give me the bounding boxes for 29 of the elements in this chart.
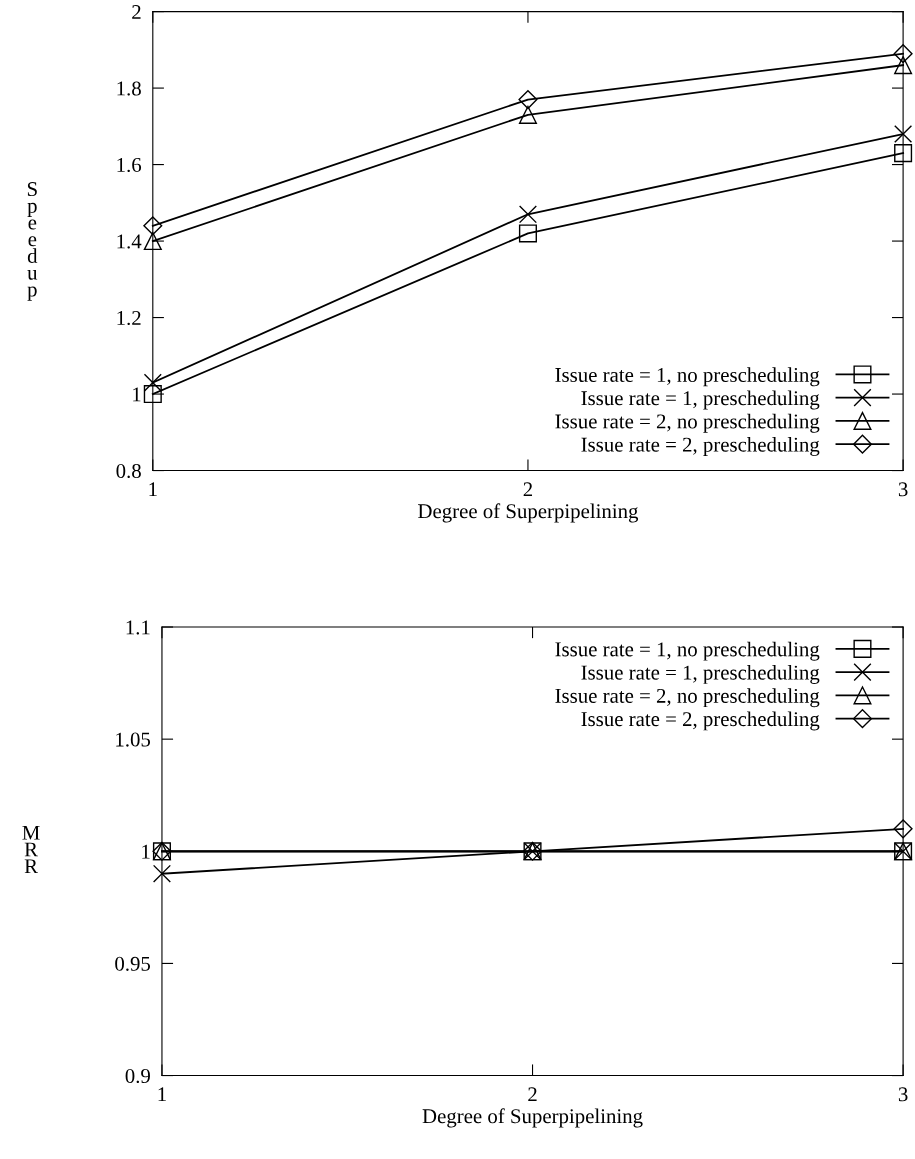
legend-label: Issue rate = 1, prescheduling bbox=[581, 390, 820, 410]
legend-label: Issue rate = 2, no prescheduling bbox=[555, 688, 820, 708]
y-tick-label: 1.6 bbox=[117, 158, 142, 173]
y-tick-label: 1 bbox=[133, 387, 141, 402]
x-tick-label: 3 bbox=[898, 482, 908, 497]
x-tick-label: 3 bbox=[898, 1087, 908, 1102]
x-tick-label: 1 bbox=[158, 1087, 166, 1102]
x-axis-title: Degree of Superpipelining bbox=[422, 1108, 643, 1128]
y-tick-label: 1.4 bbox=[117, 234, 142, 249]
legend-label: Issue rate = 1, prescheduling bbox=[581, 664, 820, 684]
y-tick-label: 0.95 bbox=[115, 956, 151, 971]
legend-label: Issue rate = 2, no prescheduling bbox=[555, 413, 820, 433]
x-axis-title: Degree of Superpipelining bbox=[418, 503, 639, 523]
x-tick-label: 2 bbox=[528, 1087, 537, 1102]
y-tick-label: 1 bbox=[142, 844, 150, 859]
x-tick-label: 2 bbox=[523, 482, 533, 497]
y-tick-label: 1.1 bbox=[126, 620, 150, 635]
legend-label: Issue rate = 1, no prescheduling bbox=[555, 641, 820, 661]
y-tick-label: 1.8 bbox=[117, 81, 141, 96]
y-axis-title: Speedup bbox=[27, 182, 38, 301]
y-tick-label: 1.05 bbox=[116, 732, 151, 747]
y-tick-label: 2 bbox=[132, 5, 141, 19]
y-tick-label: 0.9 bbox=[125, 1068, 150, 1084]
legend-label: Issue rate = 2, prescheduling bbox=[581, 437, 820, 456]
y-tick-label: 0.8 bbox=[116, 463, 141, 479]
legend-label: Issue rate = 1, no prescheduling bbox=[555, 367, 820, 387]
y-tick-label: 1.2 bbox=[117, 311, 141, 326]
y-axis-title: MRR bbox=[22, 825, 40, 874]
legend-label: Issue rate = 2, prescheduling bbox=[581, 711, 820, 731]
